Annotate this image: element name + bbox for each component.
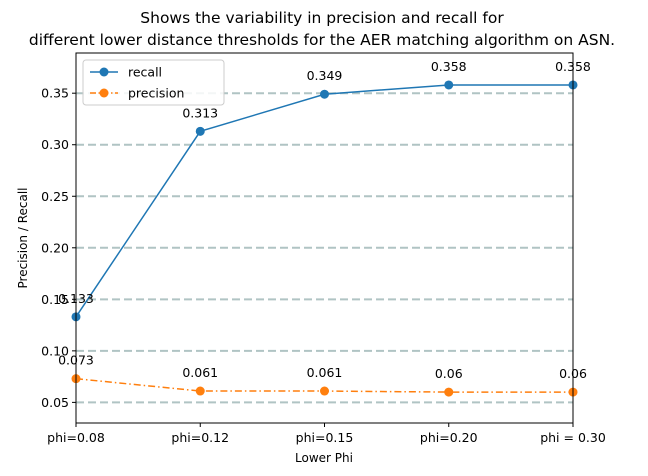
y-axis-ticks: 0.05 0.10 0.15 0.20 0.25 0.30 0.35 <box>41 86 76 410</box>
y-tick-label: 0.15 <box>41 292 69 307</box>
y-tick-label: 0.10 <box>41 343 69 358</box>
data-point-recall <box>320 89 329 99</box>
x-axis-label: Lower Phi <box>295 451 353 465</box>
x-tick-label: phi=0.08 <box>47 430 105 445</box>
data-point-precision <box>320 386 329 396</box>
chart-title-line-1: Shows the variability in precision and r… <box>140 9 504 27</box>
data-label-recall: 0.349 <box>307 68 343 83</box>
data-series <box>71 80 578 397</box>
data-point-precision <box>195 386 205 396</box>
data-label-precision: 0.06 <box>435 366 463 381</box>
data-point-recall <box>195 126 205 136</box>
y-tick-label: 0.05 <box>41 395 69 410</box>
y-tick-label: 0.25 <box>41 189 69 204</box>
legend-precision-label: precision <box>128 86 184 101</box>
plot-area-frame <box>75 52 574 424</box>
x-tick-label: phi=0.20 <box>420 430 478 445</box>
data-label-recall: 0.358 <box>431 59 467 74</box>
grid-lines <box>76 92 573 404</box>
x-tick-label: phi=0.12 <box>171 430 229 445</box>
x-tick-label: phi=0.15 <box>296 430 354 445</box>
series-line-recall <box>75 84 573 318</box>
data-label-precision: 0.061 <box>307 365 343 380</box>
legend-box <box>82 59 225 106</box>
legend-recall-marker <box>99 67 109 77</box>
y-axis-label: Precision / Recall <box>16 187 30 288</box>
data-point-precision <box>444 387 454 397</box>
y-tick-label: 0.30 <box>41 137 69 152</box>
data-label-recall: 0.313 <box>182 105 218 120</box>
chart-title-line-2: different lower distance thresholds for … <box>29 31 615 49</box>
y-tick-label: 0.20 <box>41 240 69 255</box>
data-point-recall <box>444 80 454 90</box>
x-tick-label: phi = 0.30 <box>540 430 606 445</box>
x-axis-ticks: phi=0.08 phi=0.12 phi=0.15 phi=0.20 phi = 0.… <box>47 423 606 445</box>
data-label-precision: 0.061 <box>182 365 218 380</box>
legend-precision-marker <box>99 88 109 98</box>
legend-recall-label: recall <box>128 65 162 80</box>
y-tick-label: 0.35 <box>41 86 69 101</box>
legend: recall precision <box>82 59 225 106</box>
